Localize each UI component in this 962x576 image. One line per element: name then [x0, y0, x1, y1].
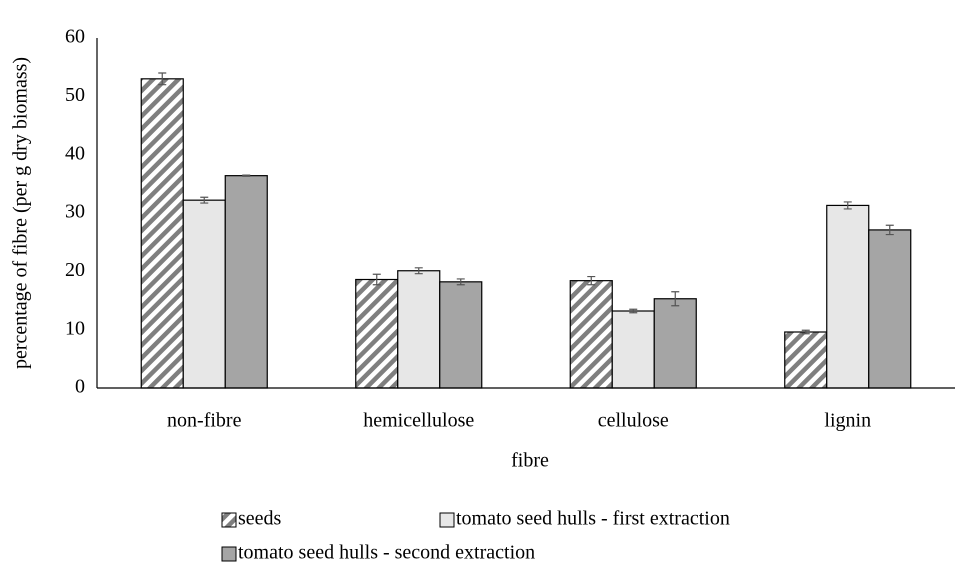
error-bar — [629, 308, 638, 314]
y-tick-label: 40 — [65, 142, 85, 164]
bar — [868, 229, 912, 389]
x-tick-label: hemicellulose — [363, 410, 474, 432]
y-tick-label: 10 — [65, 317, 85, 339]
legend-label: seeds — [238, 508, 282, 530]
y-tick-label: 20 — [65, 259, 85, 281]
error-bar — [414, 267, 423, 275]
bar — [611, 310, 655, 389]
error-bar — [456, 278, 465, 286]
x-tick-label: cellulose — [598, 410, 669, 432]
legend-label: tomato seed hulls - second extraction — [238, 542, 535, 564]
bar — [224, 175, 268, 389]
bar — [355, 278, 399, 389]
bar — [826, 204, 870, 389]
error-bar — [801, 329, 810, 335]
bar — [397, 270, 441, 389]
y-tick-label: 30 — [65, 201, 85, 223]
x-tick-label: lignin — [824, 410, 871, 432]
y-tick-label: 60 — [65, 26, 85, 48]
x-axis-label: fibre — [511, 450, 549, 472]
error-bar — [843, 201, 852, 210]
x-tick-label: non-fibre — [167, 410, 242, 432]
error-bar — [671, 291, 680, 307]
y-tick-label: 0 — [75, 376, 85, 398]
bar — [182, 199, 226, 389]
bar — [140, 78, 184, 389]
bar — [439, 281, 483, 389]
legend-label: tomato seed hulls - first extraction — [456, 508, 730, 530]
error-bar — [587, 275, 596, 286]
error-bar — [242, 174, 251, 177]
bar — [653, 298, 697, 389]
bar — [784, 331, 828, 389]
legend-swatch — [221, 546, 237, 562]
legend-swatch — [221, 512, 237, 528]
error-bar — [200, 196, 209, 204]
y-tick-label: 50 — [65, 84, 85, 106]
bar — [569, 280, 613, 389]
legend-swatch — [439, 512, 455, 528]
error-bar — [372, 273, 381, 286]
y-axis-label: percentage of fibre (per g dry biomass) — [10, 57, 32, 369]
error-bar — [158, 72, 167, 86]
error-bar — [885, 224, 894, 236]
